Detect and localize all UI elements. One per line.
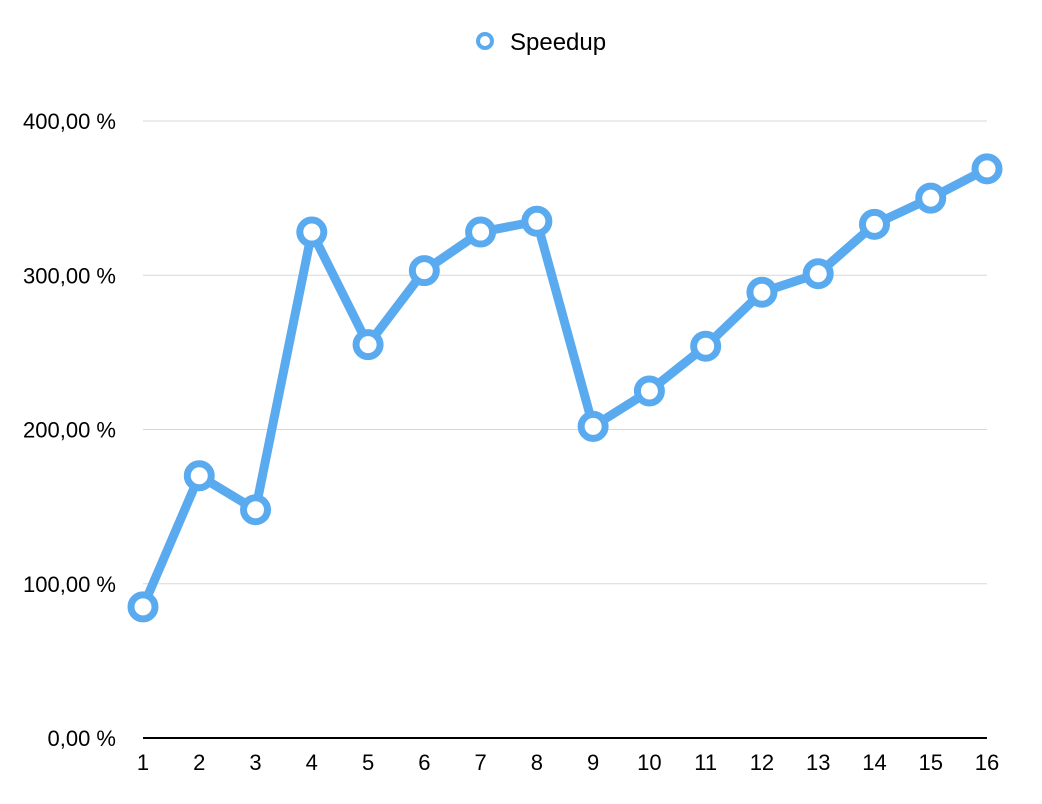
data-points [127,153,1003,623]
y-axis-tick-labels: 0,00 % 100,00 % 200,00 % 300,00 % 400,00 % [23,109,116,751]
data-point [915,182,947,214]
data-point [296,216,328,248]
x-tick-label: 15 [918,750,942,775]
data-point [465,216,497,248]
series-line-speedup [138,164,992,612]
data-point [577,410,609,442]
x-tick-label: 5 [362,750,374,775]
x-tick-label: 4 [306,750,318,775]
x-tick-label: 13 [806,750,830,775]
y-tick-label: 400,00 % [23,109,116,134]
series-speedup [138,164,992,612]
y-tick-label: 100,00 % [23,572,116,597]
legend: Speedup [476,29,606,56]
x-tick-label: 2 [193,750,205,775]
data-point [240,494,272,526]
data-point [633,375,665,407]
x-tick-label: 10 [637,750,661,775]
x-axis-tick-labels: 1 2 3 4 5 6 7 8 9 10 11 12 13 14 15 16 [137,750,999,775]
data-point [802,258,834,290]
data-point [971,153,1003,185]
data-point [352,329,384,361]
y-tick-label: 300,00 % [23,263,116,288]
data-point [521,205,553,237]
data-point [127,591,159,623]
legend-marker-icon [476,32,494,50]
x-tick-label: 14 [862,750,886,775]
data-point [408,255,440,287]
x-tick-label: 3 [249,750,261,775]
x-tick-label: 16 [975,750,999,775]
data-point [690,330,722,362]
x-tick-label: 7 [474,750,486,775]
gridlines [143,120,987,585]
y-tick-label: 200,00 % [23,418,116,443]
data-point [858,208,890,240]
legend-label: Speedup [510,29,606,56]
x-tick-label: 12 [750,750,774,775]
x-tick-label: 9 [587,750,599,775]
x-tick-label: 6 [418,750,430,775]
data-point [183,460,215,492]
x-tick-label: 1 [137,750,149,775]
y-tick-label: 0,00 % [48,726,117,751]
x-tick-label: 8 [531,750,543,775]
x-tick-label: 11 [694,750,717,775]
data-point [746,276,778,308]
